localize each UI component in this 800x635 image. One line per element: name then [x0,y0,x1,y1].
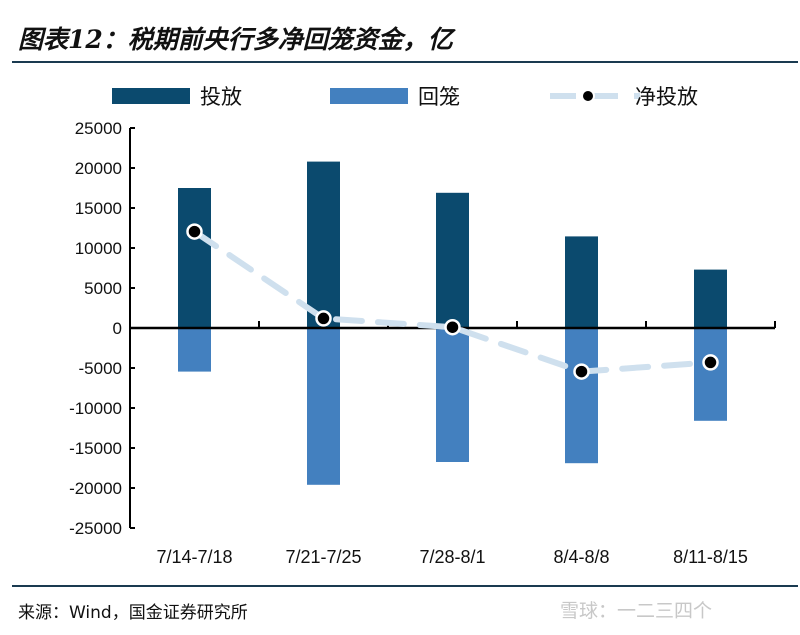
legend-swatch [330,88,408,104]
legend-marker [581,89,595,103]
y-tick-label: -25000 [69,519,122,538]
legend-label: 投放 [200,85,242,109]
y-tick-label: 20000 [75,159,122,178]
x-tick-label: 8/11-8/15 [673,547,748,567]
y-tick-label: -20000 [69,479,122,498]
y-tick-label: -15000 [69,439,122,458]
bar-injection [178,188,211,328]
net-injection-line [191,228,714,375]
x-tick-label: 7/21-7/25 [285,547,361,567]
net-injection-point [444,318,461,336]
bar-withdrawal [178,328,211,372]
bar-withdrawal [307,328,340,485]
net-injection-point [186,223,203,240]
chart-title: 图表12：税期前央行多净回笼资金，亿 [18,25,453,54]
footer-divider [12,585,798,587]
bar-injection [307,161,340,328]
y-tick-label: -5000 [79,359,122,378]
watermark: 雪球：一二三四个 [560,600,713,622]
legend-label: 回笼 [418,85,460,109]
title-divider [12,61,798,63]
y-tick-label: 5000 [84,279,122,298]
y-tick-label: 15000 [75,199,122,218]
bar-withdrawal [565,328,598,464]
source-note: 来源：Wind，国金证券研究所 [18,603,248,623]
x-tick-label: 7/14-7/18 [156,547,232,567]
legend-label: 净投放 [635,85,698,109]
bar-injection [436,192,469,328]
x-tick-label: 8/4-8/8 [553,547,609,567]
legend-swatch [112,88,190,104]
bar-withdrawal [436,328,469,462]
bar-injection [565,236,598,328]
net-injection-point [573,363,590,380]
y-tick-label: -10000 [69,399,122,418]
net-injection-point [315,310,332,327]
bar-injection [694,269,727,328]
net-injection-point [702,354,719,371]
bar-withdrawal [694,328,727,421]
x-tick-label: 7/28-8/1 [419,547,485,567]
y-tick-label: 25000 [75,119,122,138]
y-tick-label: 10000 [75,239,122,258]
y-tick-label: 0 [113,319,122,338]
